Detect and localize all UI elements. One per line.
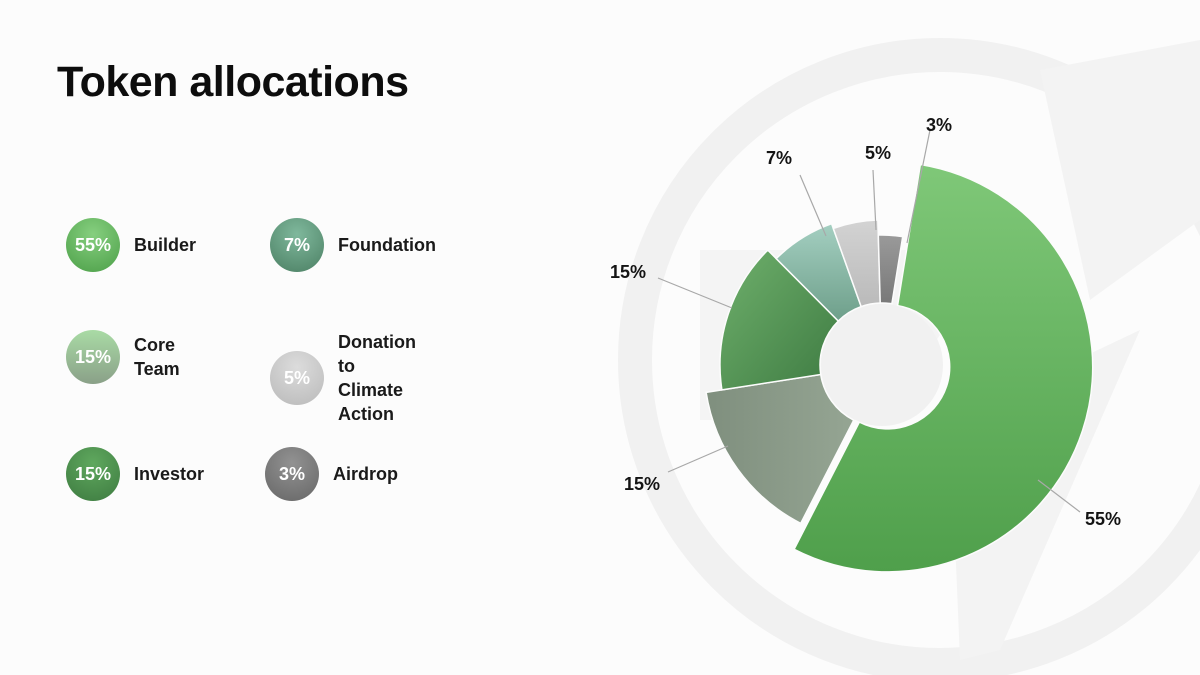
leader-line — [1037, 479, 1081, 513]
leader-line — [657, 277, 733, 309]
slice-labels: 55% 15% 15% 7% 5% 3% — [610, 115, 1121, 529]
legend-value: 5% — [283, 367, 310, 388]
slice-label: 15% — [624, 474, 660, 494]
legend-value: 15% — [74, 346, 112, 367]
legend-badge-donation: 5% — [270, 351, 324, 405]
legend-label: Core Team — [134, 335, 180, 379]
legend-label: Investor — [134, 464, 205, 484]
legend-label: Builder — [134, 235, 197, 255]
slice-builder — [793, 163, 1094, 573]
legend-label: Airdrop — [333, 464, 398, 484]
legend-item-donation: 5% Donation to Climate Action — [270, 330, 416, 426]
leader-line — [667, 445, 729, 473]
slice-label: 7% — [766, 148, 792, 168]
slice-investor — [719, 249, 840, 391]
legend-badge-builder: 55% — [66, 218, 120, 272]
legend-badge-airdrop: 3% — [265, 447, 319, 501]
legend-item-airdrop: 3% Airdrop — [265, 447, 398, 501]
slice-label: 15% — [610, 262, 646, 282]
legend-value: 55% — [74, 234, 112, 255]
slice-label: 55% — [1085, 509, 1121, 529]
leader-lines — [657, 129, 1081, 513]
legend-badge-core-team: 15% — [66, 330, 120, 384]
legend-item-builder: 55% Builder — [66, 218, 196, 272]
legend-label: Foundation — [338, 235, 436, 255]
legend-value: 15% — [74, 463, 112, 484]
leader-line — [906, 129, 931, 244]
slice-label: 5% — [865, 143, 891, 163]
leader-line — [799, 174, 827, 237]
leader-line — [872, 169, 877, 231]
page-title: Token allocations — [57, 58, 409, 106]
donut-slices — [705, 163, 1094, 573]
legend-badge-investor: 15% — [66, 447, 120, 501]
legend-value: 3% — [278, 463, 305, 484]
slice-airdrop — [877, 234, 904, 305]
legend-item-investor: 15% Investor — [66, 447, 204, 501]
slice-core-team — [705, 373, 855, 525]
legend-item-foundation: 7% Foundation — [270, 218, 436, 272]
slice-label: 3% — [926, 115, 952, 135]
legend-badge-foundation: 7% — [270, 218, 324, 272]
legend-label: Donation to Climate Action — [338, 332, 416, 424]
legend-value: 7% — [283, 234, 310, 255]
donut-hole — [821, 304, 943, 426]
legend-item-core-team: 15% Core Team — [66, 330, 180, 384]
